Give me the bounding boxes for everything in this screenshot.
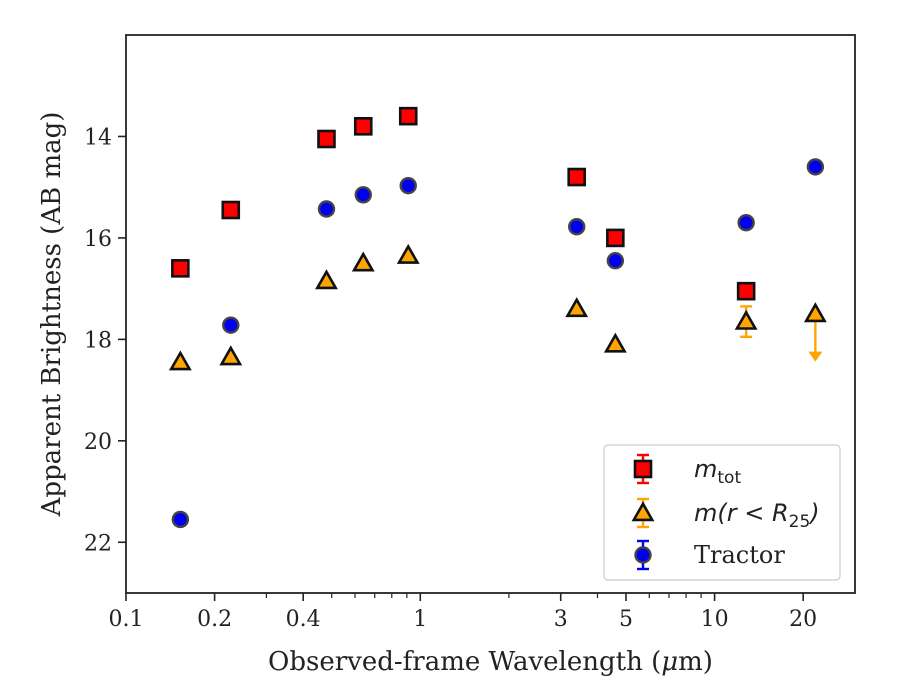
data-point-triangle — [396, 243, 420, 264]
data-point-square — [317, 129, 336, 149]
plot-frame — [125, 34, 856, 594]
data-point-square — [171, 259, 190, 278]
y-tick-label: 14 — [84, 125, 112, 150]
legend-box — [603, 444, 841, 581]
x-axis-title-mu: μ — [661, 647, 678, 677]
legend: mtot m(r < R25) Tractor — [603, 444, 841, 581]
data-point-circle — [806, 158, 825, 176]
y-tick-label: 18 — [84, 328, 112, 353]
x-tick-label: 20 — [789, 607, 817, 632]
x-axis-title-suffix: m) — [678, 647, 713, 677]
data-point-circle — [317, 200, 336, 218]
legend-label-sub: tot — [717, 468, 741, 488]
data-point-circle — [568, 218, 586, 236]
legend-label: m(r < R25) — [694, 499, 820, 532]
x-tick-label: 0.4 — [286, 607, 321, 632]
data-point-triangle — [565, 297, 589, 318]
y-axis-title: Apparent Brightness (AB mag) — [37, 112, 67, 518]
data-point-square — [736, 281, 756, 301]
x-tick-label: 5 — [619, 607, 633, 632]
x-tick-label: 0.2 — [197, 607, 232, 632]
legend-marker-circle — [634, 546, 652, 564]
data-point-circle — [737, 213, 755, 232]
x-tick-label: 10 — [701, 607, 729, 632]
data-point-square — [353, 117, 373, 136]
upper-limit-arrow — [808, 351, 823, 362]
legend-marker-triangle — [631, 501, 655, 522]
data-point-triangle — [219, 345, 243, 366]
legend-label: mtot — [694, 455, 741, 488]
data-point-triangle — [315, 269, 338, 290]
data-point-triangle — [351, 251, 375, 272]
series-mtot — [171, 106, 756, 301]
legend-marker-square — [633, 459, 653, 479]
x-tick-label: 3 — [554, 607, 568, 632]
x-tick-label: 1 — [413, 607, 427, 632]
data-point-triangle — [734, 309, 758, 330]
data-point-circle — [171, 510, 190, 529]
x-axis-title-prefix: Observed-frame Wavelength ( — [268, 647, 661, 677]
data-point-square — [606, 228, 625, 248]
legend-label: Tractor — [694, 541, 785, 569]
data-point-circle — [606, 252, 625, 270]
data-point-triangle — [803, 302, 827, 323]
y-tick-label: 22 — [84, 531, 112, 556]
data-point-square — [567, 167, 587, 187]
data-point-circle — [399, 176, 417, 195]
data-point-circle — [354, 186, 372, 204]
y-tick-label: 16 — [84, 227, 112, 252]
data-point-square — [221, 200, 241, 220]
series-tractor — [171, 158, 825, 529]
series-mr25 — [168, 243, 827, 371]
x-tick-label: 0.1 — [109, 607, 144, 632]
y-tick-label: 20 — [84, 430, 112, 455]
legend-label-tail: ) — [808, 499, 819, 527]
data-point-triangle — [168, 350, 192, 371]
legend-label-sub: 25 — [789, 512, 811, 532]
data-point-square — [398, 106, 418, 126]
legend-label-main: m — [694, 455, 717, 483]
data-point-circle — [222, 316, 240, 334]
x-axis-title: Observed-frame Wavelength (μm) — [268, 647, 713, 677]
legend-label-main: m(r < R — [694, 499, 789, 527]
data-point-triangle — [603, 332, 627, 353]
